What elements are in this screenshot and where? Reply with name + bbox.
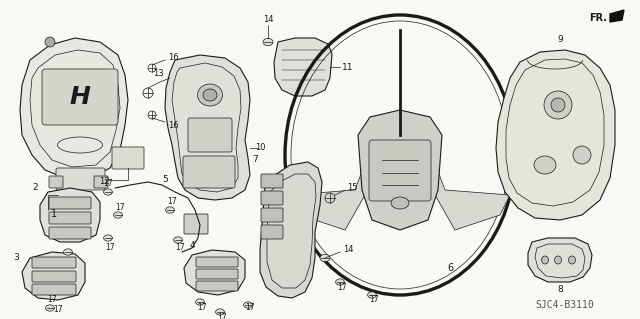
FancyBboxPatch shape [261,225,283,239]
Polygon shape [274,38,332,96]
FancyBboxPatch shape [261,191,283,205]
Text: 17: 17 [175,243,185,253]
Text: 17: 17 [167,197,177,206]
FancyBboxPatch shape [188,118,232,152]
Text: 17: 17 [217,314,227,319]
Ellipse shape [320,254,330,262]
Polygon shape [22,252,85,300]
Text: 16: 16 [168,121,179,130]
Ellipse shape [551,98,565,112]
Ellipse shape [534,156,556,174]
Ellipse shape [45,37,55,47]
Text: 17: 17 [53,306,63,315]
FancyBboxPatch shape [56,168,105,190]
Text: 11: 11 [342,63,354,71]
FancyBboxPatch shape [32,257,76,268]
FancyBboxPatch shape [196,269,238,279]
Text: SJC4-B3110: SJC4-B3110 [536,300,595,310]
FancyBboxPatch shape [42,69,118,125]
Ellipse shape [568,256,575,264]
Polygon shape [20,38,128,178]
Polygon shape [40,188,100,242]
Polygon shape [358,110,442,230]
Text: 14: 14 [343,246,353,255]
Text: H: H [70,85,90,109]
Ellipse shape [63,249,72,255]
FancyBboxPatch shape [261,208,283,222]
Ellipse shape [554,256,561,264]
Text: 12: 12 [99,177,109,187]
FancyBboxPatch shape [94,176,108,188]
FancyBboxPatch shape [261,174,283,188]
Text: 5: 5 [162,175,168,184]
Text: 13: 13 [153,70,163,78]
Text: 15: 15 [347,182,357,191]
Ellipse shape [45,305,54,311]
Ellipse shape [335,279,344,285]
Text: 17: 17 [47,295,57,305]
FancyBboxPatch shape [49,197,91,209]
Polygon shape [260,162,322,298]
Text: 2: 2 [32,183,38,192]
Polygon shape [496,50,615,220]
Text: 17: 17 [245,303,255,313]
Ellipse shape [573,146,591,164]
Ellipse shape [216,309,225,315]
FancyBboxPatch shape [49,227,91,239]
Ellipse shape [367,292,376,298]
Polygon shape [610,10,624,22]
FancyBboxPatch shape [196,257,238,267]
Ellipse shape [203,89,217,101]
Text: 7: 7 [252,155,258,165]
Ellipse shape [263,38,273,46]
Polygon shape [420,140,510,230]
Text: 4: 4 [189,241,195,250]
Ellipse shape [244,302,252,308]
Text: 17: 17 [337,284,347,293]
Ellipse shape [104,235,113,241]
Polygon shape [184,250,245,295]
FancyBboxPatch shape [49,176,63,188]
Ellipse shape [173,237,182,243]
Text: 6: 6 [447,263,453,273]
Text: 16: 16 [168,54,179,63]
Polygon shape [165,55,250,200]
FancyBboxPatch shape [369,140,431,201]
Text: 17: 17 [103,180,113,189]
Ellipse shape [104,189,113,195]
FancyBboxPatch shape [184,214,208,234]
FancyBboxPatch shape [49,212,91,224]
Text: 10: 10 [255,144,265,152]
Polygon shape [528,238,592,282]
Text: 3: 3 [13,254,19,263]
Text: 8: 8 [557,286,563,294]
Ellipse shape [166,207,174,213]
Polygon shape [290,140,380,230]
Ellipse shape [196,299,204,305]
Text: 17: 17 [105,243,115,253]
Text: 17: 17 [197,303,207,313]
Text: 14: 14 [263,16,273,25]
FancyBboxPatch shape [32,271,76,282]
Text: FR.: FR. [589,13,607,23]
Ellipse shape [541,256,548,264]
Text: 9: 9 [557,35,563,44]
Ellipse shape [198,84,223,106]
FancyBboxPatch shape [112,147,144,169]
Text: 17: 17 [115,203,125,211]
Text: 1: 1 [51,209,57,219]
FancyBboxPatch shape [196,281,238,291]
Ellipse shape [544,91,572,119]
Text: 17: 17 [369,295,379,305]
FancyBboxPatch shape [183,156,235,188]
Ellipse shape [114,212,122,218]
Ellipse shape [391,197,409,209]
FancyBboxPatch shape [32,284,76,295]
